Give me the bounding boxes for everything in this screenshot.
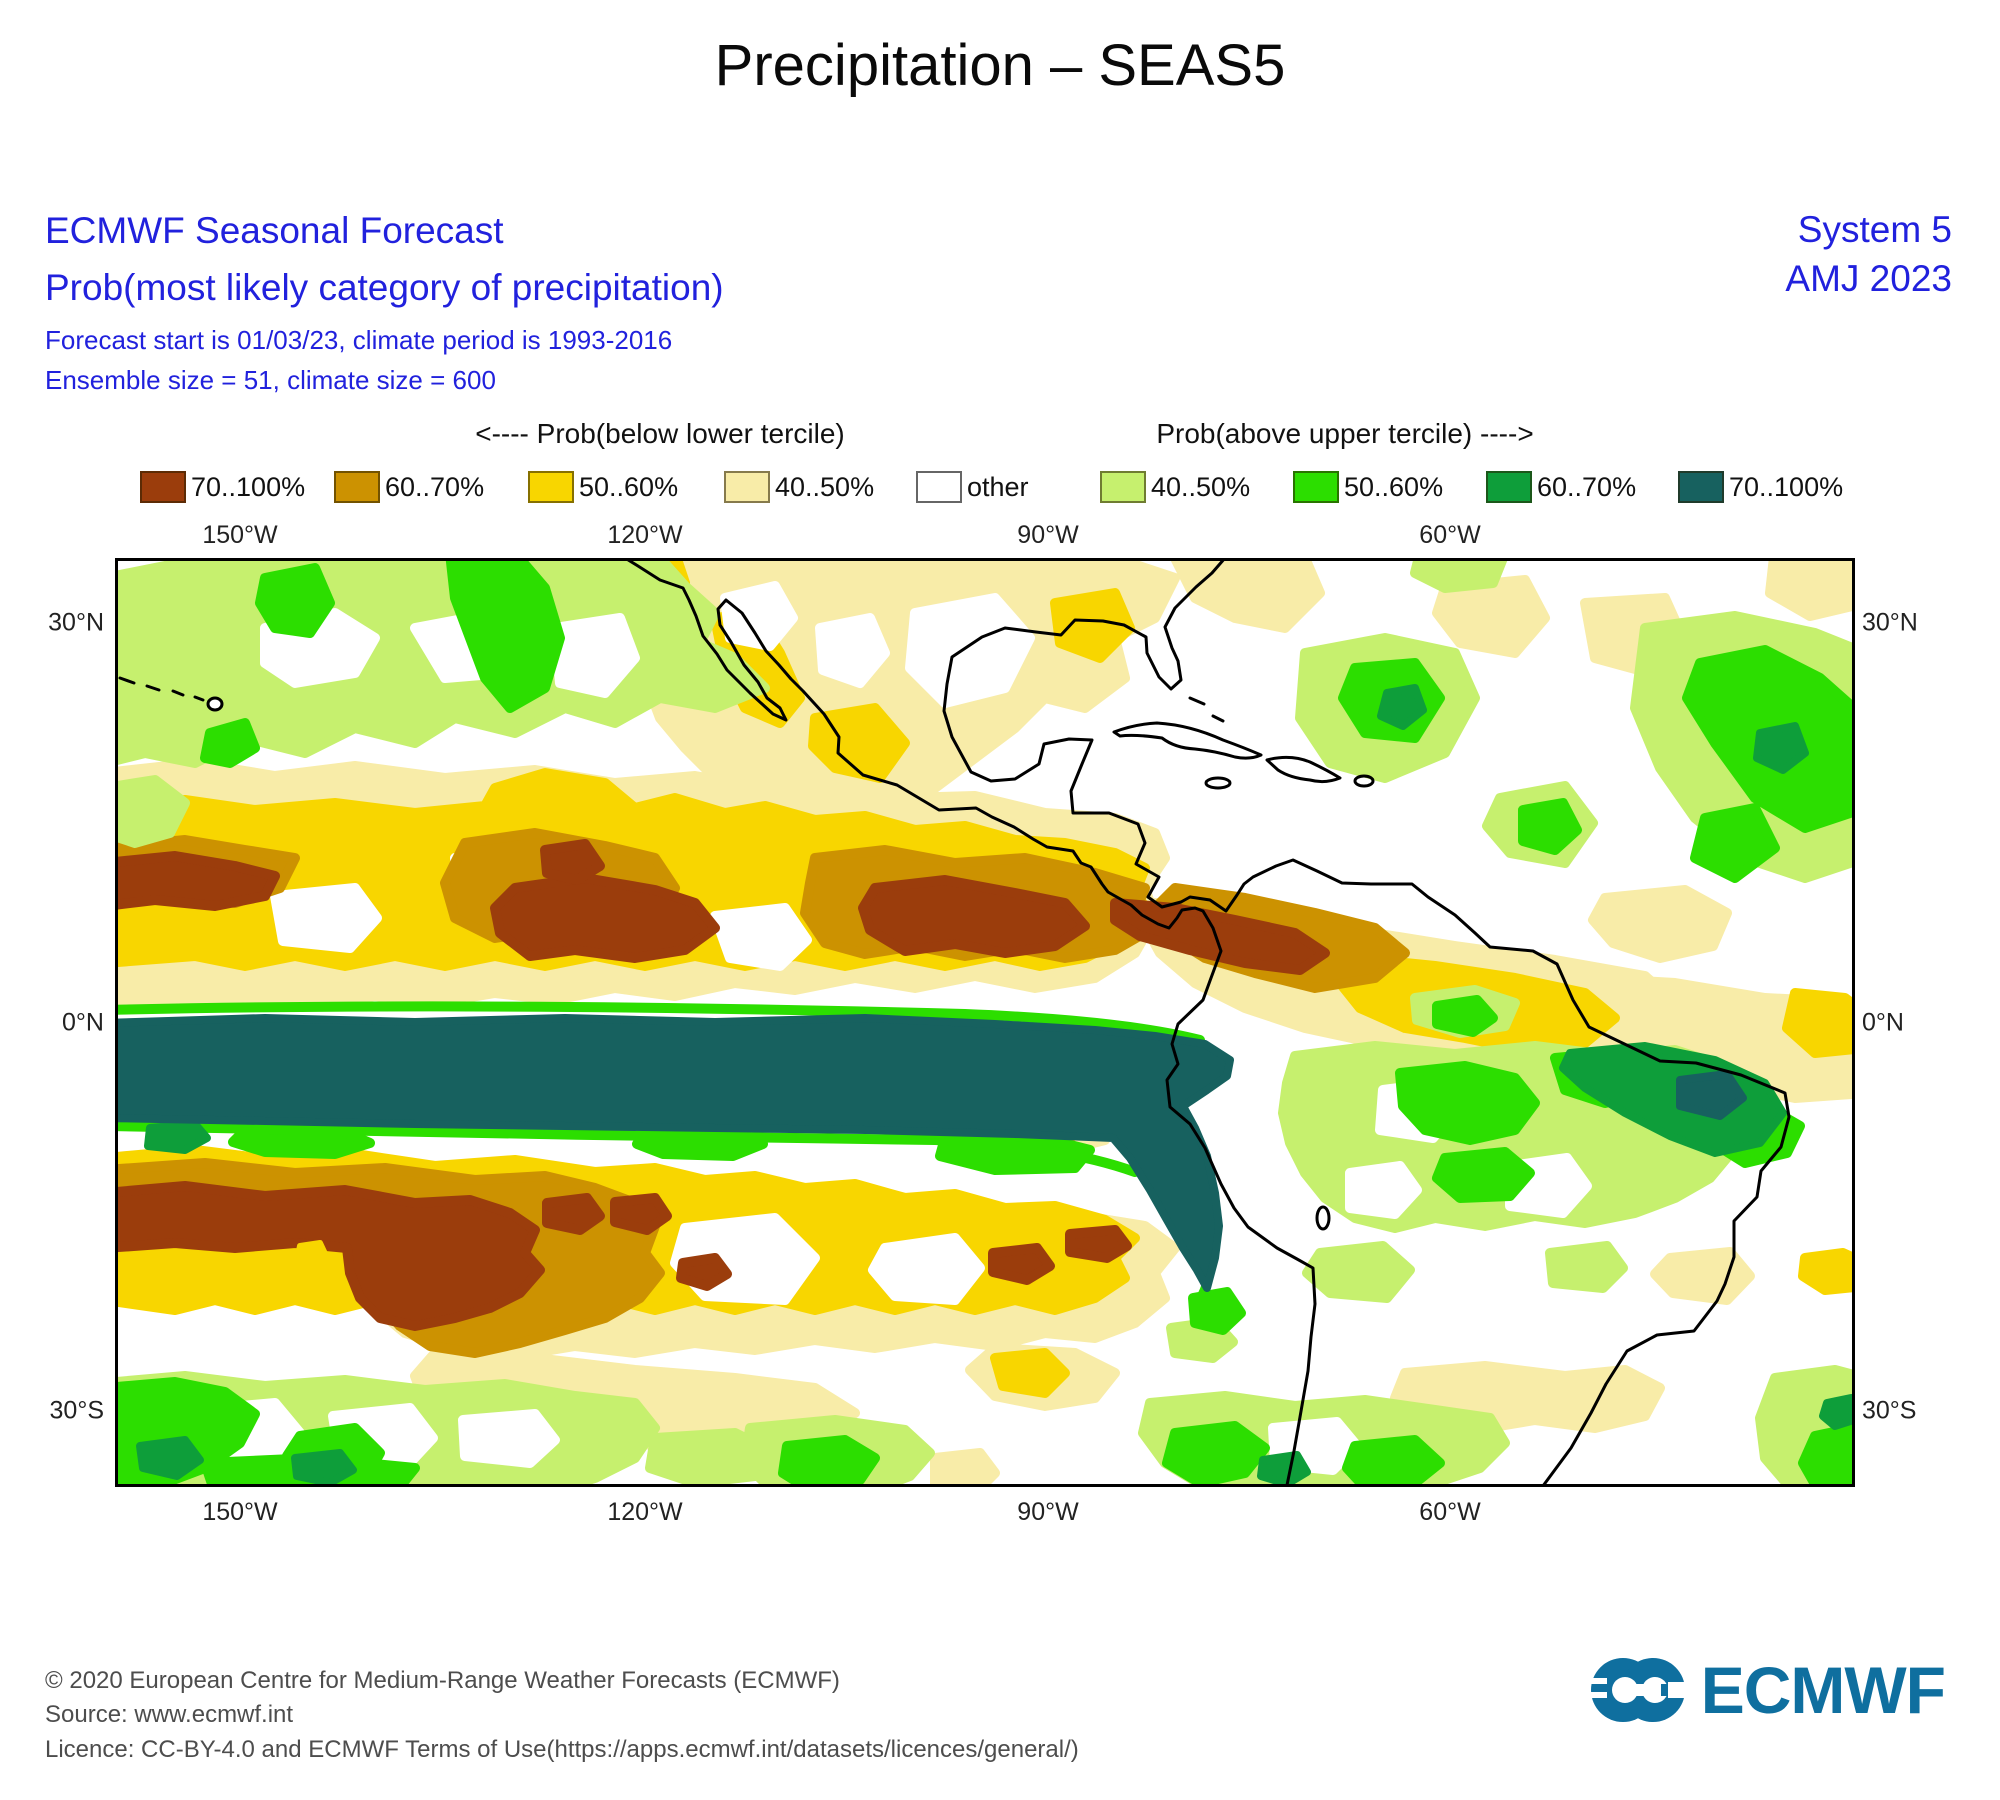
coastline-bahamas — [1188, 696, 1225, 723]
forecast-header: ECMWF Seasonal Forecast Prob(most likely… — [45, 210, 724, 396]
legend-item: other — [916, 471, 1029, 503]
legend-label: 60..70% — [1537, 471, 1637, 502]
system-label: System 5 — [1797, 209, 1952, 250]
legend-swatch-below-70-100 — [140, 471, 186, 503]
legend-label: 40..50% — [775, 471, 875, 502]
licence-line: Licence: CC-BY-4.0 and ECMWF Terms of Us… — [45, 1735, 1079, 1763]
system-info: System 5 AMJ 2023 — [1785, 206, 1952, 304]
legend-item: 40..50% — [1100, 471, 1250, 503]
lat-tick-right: 30°S — [1862, 1396, 1917, 1425]
legend-label: 50..60% — [1344, 471, 1444, 502]
legend-item: 70..100% — [140, 471, 305, 503]
coastline-hispaniola — [1265, 755, 1342, 784]
legend-swatch-above-60-70 — [1486, 471, 1532, 503]
lat-tick-right: 0°N — [1862, 1008, 1904, 1037]
footer: © 2020 European Centre for Medium-Range … — [45, 1664, 1079, 1767]
probability-field-layer — [115, 558, 1855, 1487]
product-subtitle: Prob(most likely category of precipitati… — [45, 267, 724, 308]
lon-tick-top: 90°W — [1017, 521, 1079, 549]
legend-swatch-other — [916, 471, 962, 503]
map-panel — [107, 550, 1863, 1495]
lake-titicaca — [1315, 1205, 1331, 1231]
legend-swatch-below-40-50 — [724, 471, 770, 503]
legend-item: 50..60% — [528, 471, 678, 503]
product-name: ECMWF Seasonal Forecast — [45, 210, 504, 251]
forecast-map — [107, 550, 1863, 1495]
lon-tick-bottom: 60°W — [1419, 1498, 1481, 1526]
lat-tick-left: 0°N — [62, 1008, 104, 1037]
coastline-puerto-rico — [1353, 774, 1375, 788]
forecast-start-line: Forecast start is 01/03/23, climate peri… — [45, 325, 673, 355]
lon-tick-bottom: 120°W — [607, 1498, 683, 1526]
lon-tick-top: 120°W — [607, 521, 683, 549]
legend-label: 40..50% — [1151, 471, 1251, 502]
coastline-cuba — [1112, 721, 1263, 760]
legend-swatch-below-60-70 — [334, 471, 380, 503]
lon-tick-bottom: 150°W — [202, 1498, 278, 1526]
coastline-hawaii — [118, 676, 205, 702]
coastline-jamaica — [1204, 776, 1232, 790]
ensemble-size-line: Ensemble size = 51, climate size = 600 — [45, 365, 496, 395]
lon-tick-top: 150°W — [202, 521, 278, 549]
coastline-pacific — [623, 558, 1317, 1487]
legend-item: 60..70% — [1486, 471, 1636, 503]
lon-tick-bottom: 90°W — [1017, 1498, 1079, 1526]
lat-tick-left: 30°N — [48, 608, 104, 637]
ecmwf-logo-icon — [1584, 1658, 1689, 1722]
legend-swatch-below-50-60 — [528, 471, 574, 503]
below-tercile-header: <---- Prob(below lower tercile) — [475, 418, 845, 449]
source-line: Source: www.ecmwf.int — [45, 1701, 294, 1729]
page-title: Precipitation – SEAS5 — [714, 33, 1286, 98]
copyright-line: © 2020 European Centre for Medium-Range … — [45, 1667, 840, 1694]
legend-item: 50..60% — [1293, 471, 1443, 503]
legend-item: 70..100% — [1678, 471, 1843, 503]
above-tercile-header: Prob(above upper tercile) ----> — [1156, 418, 1534, 449]
lon-tick-top: 60°W — [1419, 521, 1481, 549]
legend-swatch-above-70-100 — [1678, 471, 1724, 503]
coastline-hawaii-island — [206, 696, 224, 712]
period-label: AMJ 2023 — [1785, 257, 1952, 299]
legend-label: 60..70% — [385, 471, 485, 502]
legend-swatch-above-50-60 — [1293, 471, 1339, 503]
lat-tick-right: 30°N — [1862, 608, 1918, 637]
ecmwf-logo: ECMWF — [1584, 1648, 1946, 1732]
lat-tick-left: 30°S — [49, 1396, 104, 1425]
legend-label: 70..100% — [1729, 471, 1844, 502]
legend-item: 60..70% — [334, 471, 484, 503]
ecmwf-logo-text: ECMWF — [1700, 1653, 1946, 1727]
coastline-layer — [118, 558, 1791, 1487]
legend-swatch-above-40-50 — [1100, 471, 1146, 503]
legend-label: 50..60% — [579, 471, 679, 502]
legend-label: other — [967, 471, 1029, 502]
legend-label: 70..100% — [191, 471, 306, 502]
coastline-atlantic — [942, 558, 1791, 1487]
legend-item: 40..50% — [724, 471, 874, 503]
